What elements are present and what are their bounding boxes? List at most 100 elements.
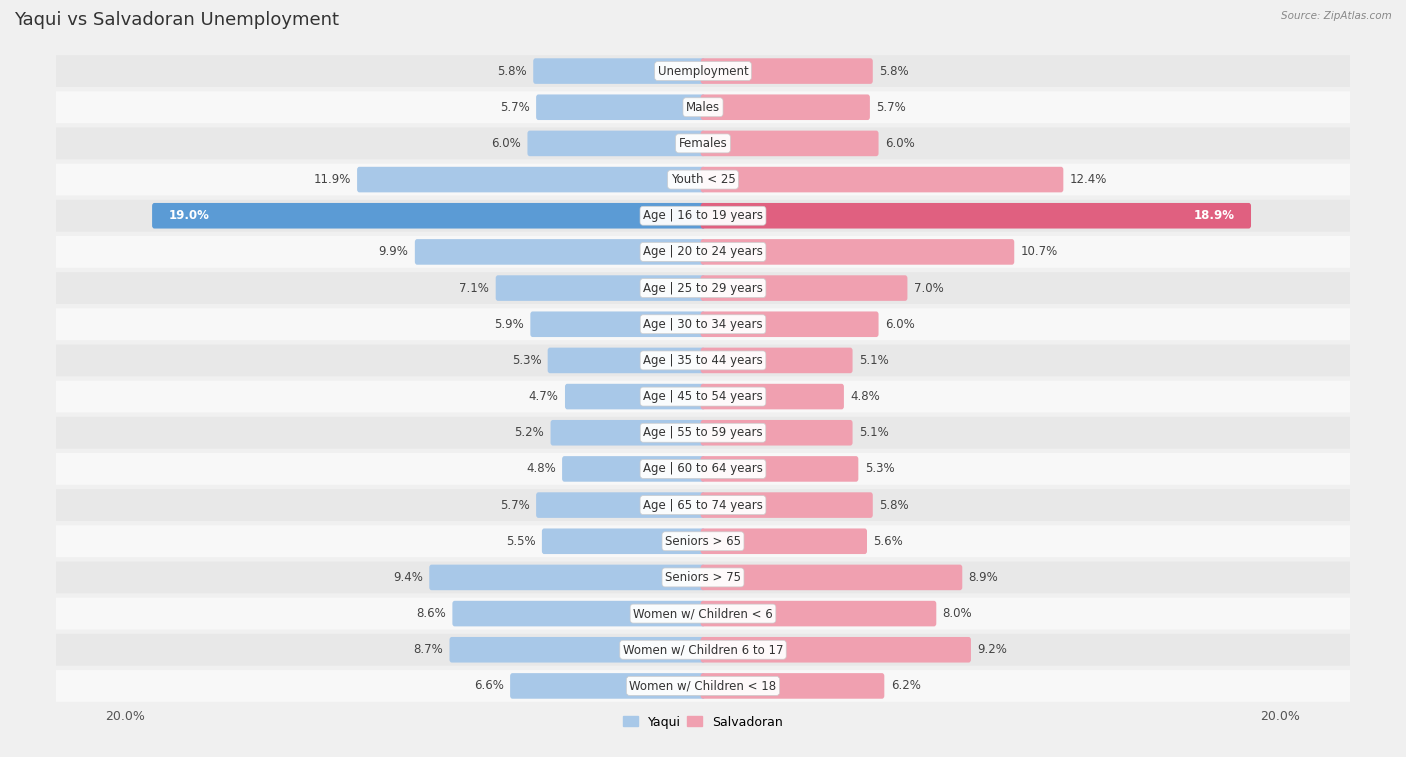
FancyBboxPatch shape	[700, 311, 879, 337]
FancyBboxPatch shape	[700, 203, 1251, 229]
Text: 5.1%: 5.1%	[859, 426, 889, 439]
FancyBboxPatch shape	[700, 276, 907, 301]
Text: 8.0%: 8.0%	[942, 607, 973, 620]
FancyBboxPatch shape	[551, 420, 706, 446]
Text: Youth < 25: Youth < 25	[671, 173, 735, 186]
Text: 5.1%: 5.1%	[859, 354, 889, 367]
FancyBboxPatch shape	[548, 347, 706, 373]
FancyBboxPatch shape	[700, 239, 1014, 265]
FancyBboxPatch shape	[510, 673, 706, 699]
Text: 5.6%: 5.6%	[873, 534, 903, 548]
Text: 5.7%: 5.7%	[501, 101, 530, 114]
FancyBboxPatch shape	[450, 637, 706, 662]
Text: Males: Males	[686, 101, 720, 114]
FancyBboxPatch shape	[700, 167, 1063, 192]
FancyBboxPatch shape	[700, 420, 852, 446]
Text: 8.7%: 8.7%	[413, 643, 443, 656]
Text: Women w/ Children 6 to 17: Women w/ Children 6 to 17	[623, 643, 783, 656]
FancyBboxPatch shape	[700, 565, 962, 590]
FancyBboxPatch shape	[39, 670, 1367, 702]
FancyBboxPatch shape	[496, 276, 706, 301]
Text: 7.1%: 7.1%	[460, 282, 489, 294]
FancyBboxPatch shape	[700, 347, 852, 373]
Text: Age | 60 to 64 years: Age | 60 to 64 years	[643, 463, 763, 475]
FancyBboxPatch shape	[533, 58, 706, 84]
FancyBboxPatch shape	[700, 456, 858, 481]
FancyBboxPatch shape	[562, 456, 706, 481]
FancyBboxPatch shape	[39, 127, 1367, 159]
FancyBboxPatch shape	[39, 381, 1367, 413]
Text: 9.4%: 9.4%	[394, 571, 423, 584]
FancyBboxPatch shape	[527, 131, 706, 156]
FancyBboxPatch shape	[39, 236, 1367, 268]
FancyBboxPatch shape	[39, 417, 1367, 449]
Text: 4.7%: 4.7%	[529, 390, 558, 403]
FancyBboxPatch shape	[700, 601, 936, 626]
Text: 5.8%: 5.8%	[879, 499, 908, 512]
FancyBboxPatch shape	[39, 562, 1367, 593]
FancyBboxPatch shape	[700, 637, 972, 662]
Text: Age | 20 to 24 years: Age | 20 to 24 years	[643, 245, 763, 258]
Text: 8.6%: 8.6%	[416, 607, 446, 620]
Text: Seniors > 75: Seniors > 75	[665, 571, 741, 584]
Text: 8.9%: 8.9%	[969, 571, 998, 584]
Text: Age | 65 to 74 years: Age | 65 to 74 years	[643, 499, 763, 512]
FancyBboxPatch shape	[700, 492, 873, 518]
FancyBboxPatch shape	[536, 492, 706, 518]
FancyBboxPatch shape	[700, 95, 870, 120]
Text: 6.2%: 6.2%	[890, 680, 921, 693]
FancyBboxPatch shape	[39, 634, 1367, 665]
Text: Unemployment: Unemployment	[658, 64, 748, 77]
Text: Women w/ Children < 18: Women w/ Children < 18	[630, 680, 776, 693]
FancyBboxPatch shape	[530, 311, 706, 337]
Text: Age | 30 to 34 years: Age | 30 to 34 years	[643, 318, 763, 331]
Text: Age | 25 to 29 years: Age | 25 to 29 years	[643, 282, 763, 294]
FancyBboxPatch shape	[39, 525, 1367, 557]
Text: Age | 45 to 54 years: Age | 45 to 54 years	[643, 390, 763, 403]
FancyBboxPatch shape	[700, 131, 879, 156]
FancyBboxPatch shape	[39, 55, 1367, 87]
Text: 9.9%: 9.9%	[378, 245, 409, 258]
Text: 5.8%: 5.8%	[498, 64, 527, 77]
Text: 5.3%: 5.3%	[512, 354, 541, 367]
Text: 12.4%: 12.4%	[1070, 173, 1107, 186]
FancyBboxPatch shape	[700, 58, 873, 84]
FancyBboxPatch shape	[39, 92, 1367, 123]
Text: Females: Females	[679, 137, 727, 150]
Text: Age | 35 to 44 years: Age | 35 to 44 years	[643, 354, 763, 367]
Text: 7.0%: 7.0%	[914, 282, 943, 294]
Text: Seniors > 65: Seniors > 65	[665, 534, 741, 548]
FancyBboxPatch shape	[39, 344, 1367, 376]
FancyBboxPatch shape	[700, 528, 868, 554]
Text: Age | 16 to 19 years: Age | 16 to 19 years	[643, 209, 763, 223]
FancyBboxPatch shape	[39, 489, 1367, 521]
Text: 5.9%: 5.9%	[495, 318, 524, 331]
Text: 9.2%: 9.2%	[977, 643, 1007, 656]
FancyBboxPatch shape	[565, 384, 706, 410]
Text: Women w/ Children < 6: Women w/ Children < 6	[633, 607, 773, 620]
Text: 4.8%: 4.8%	[851, 390, 880, 403]
Text: 19.0%: 19.0%	[169, 209, 209, 223]
FancyBboxPatch shape	[39, 164, 1367, 195]
FancyBboxPatch shape	[453, 601, 706, 626]
FancyBboxPatch shape	[536, 95, 706, 120]
Text: 5.8%: 5.8%	[879, 64, 908, 77]
Text: Age | 55 to 59 years: Age | 55 to 59 years	[643, 426, 763, 439]
FancyBboxPatch shape	[429, 565, 706, 590]
Text: 6.0%: 6.0%	[491, 137, 522, 150]
Text: Source: ZipAtlas.com: Source: ZipAtlas.com	[1281, 11, 1392, 21]
FancyBboxPatch shape	[700, 673, 884, 699]
FancyBboxPatch shape	[415, 239, 706, 265]
FancyBboxPatch shape	[357, 167, 706, 192]
Text: 11.9%: 11.9%	[314, 173, 350, 186]
FancyBboxPatch shape	[39, 453, 1367, 484]
Text: 5.7%: 5.7%	[501, 499, 530, 512]
Text: 5.5%: 5.5%	[506, 534, 536, 548]
Text: 5.7%: 5.7%	[876, 101, 905, 114]
Text: 6.0%: 6.0%	[884, 137, 915, 150]
Text: Yaqui vs Salvadoran Unemployment: Yaqui vs Salvadoran Unemployment	[14, 11, 339, 30]
FancyBboxPatch shape	[541, 528, 706, 554]
FancyBboxPatch shape	[700, 384, 844, 410]
FancyBboxPatch shape	[39, 308, 1367, 340]
Text: 10.7%: 10.7%	[1021, 245, 1057, 258]
